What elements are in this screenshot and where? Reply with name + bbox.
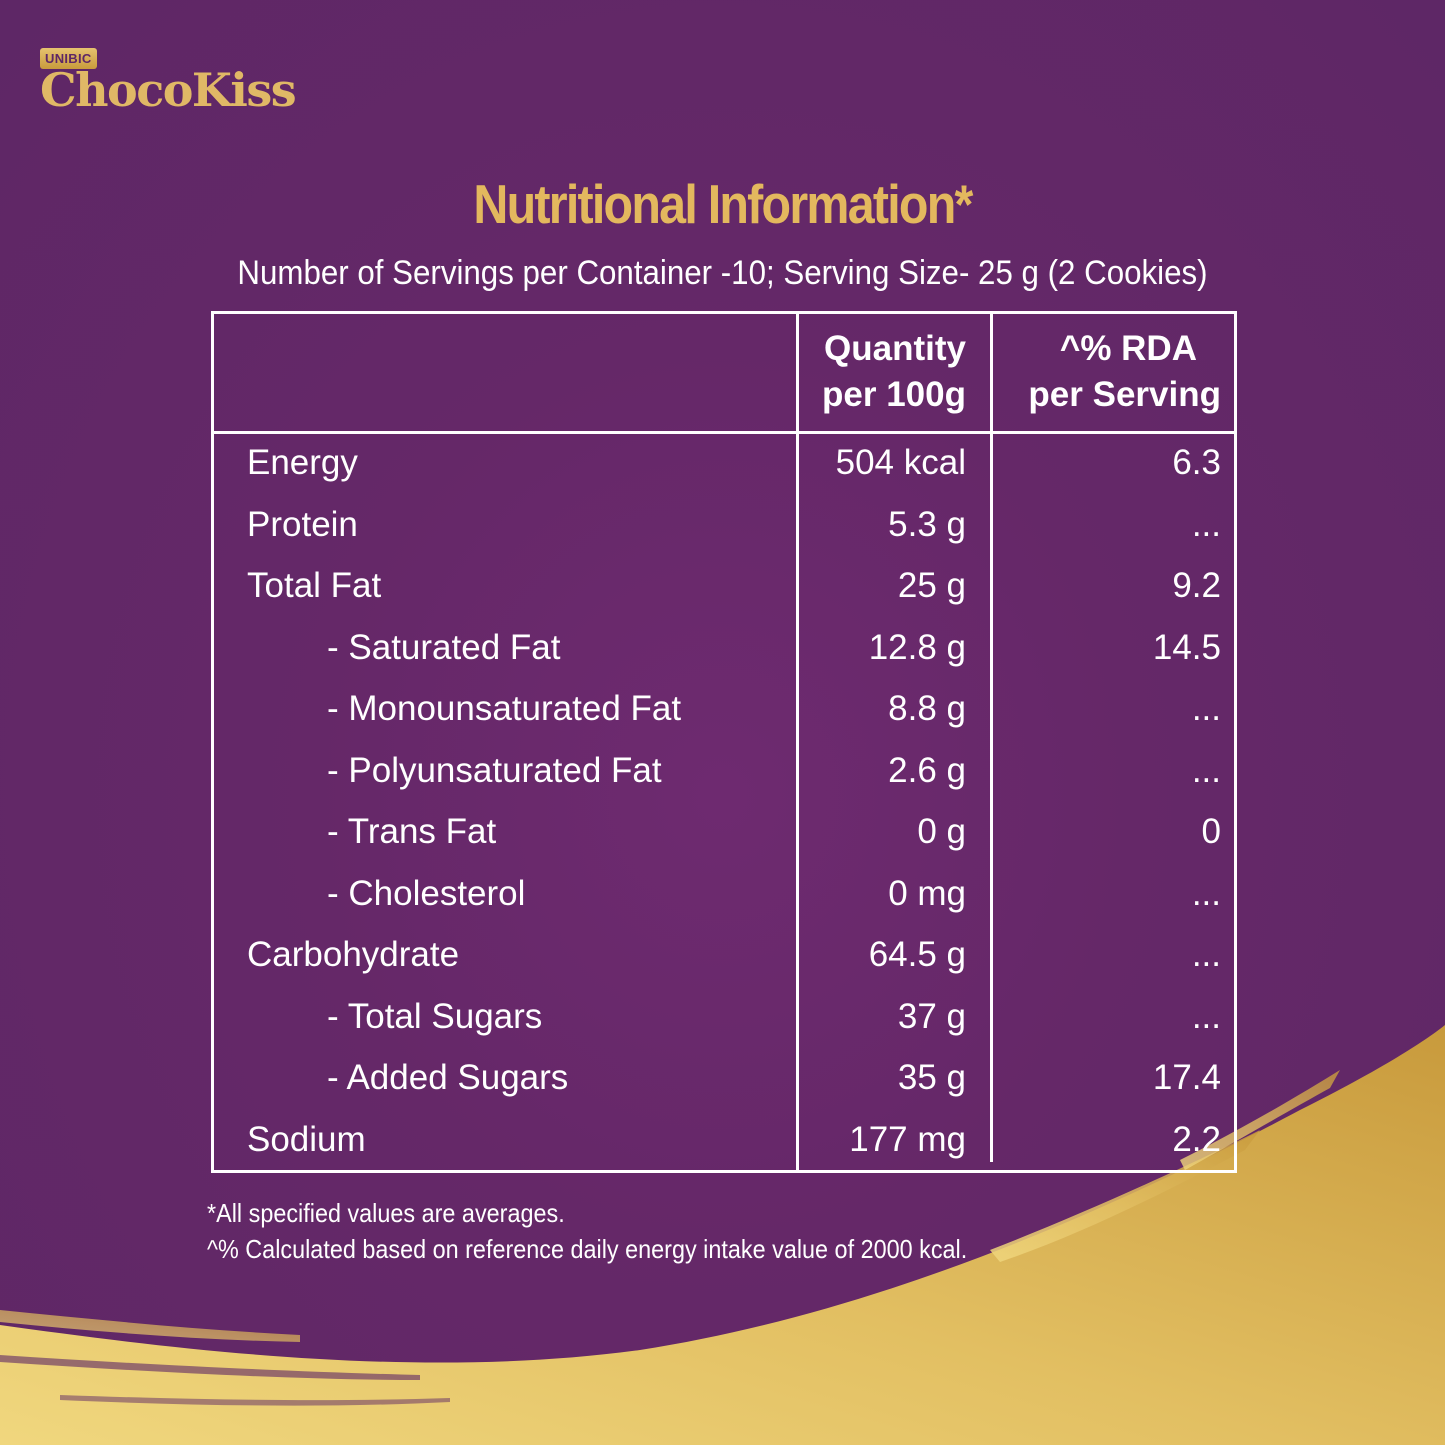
header-quantity-line1: Quantity xyxy=(824,329,966,368)
nutrient-quantity: 504 kcal xyxy=(835,443,966,482)
nutrient-rda: ... xyxy=(1191,996,1221,1036)
table-row: Sodium 177 mg 2.2 xyxy=(214,1109,1234,1171)
nutrient-quantity: 37 g xyxy=(897,996,966,1036)
table-row: - Total Sugars 37 g... xyxy=(214,986,1234,1048)
table-row: Total Fat 25 g 9.2 xyxy=(214,555,1234,617)
nutrient-rda: ... xyxy=(1191,935,1221,974)
nutrient-quantity: 8.8 g xyxy=(888,689,966,728)
table-row: Carbohydrate 64.5 g... xyxy=(214,924,1234,986)
nutrient-quantity: 0 mg xyxy=(888,873,966,913)
header-divider xyxy=(214,431,1234,434)
page-title: Nutritional Information* xyxy=(473,173,973,235)
header-rda-line1: ^% RDA xyxy=(1059,329,1197,368)
nutrient-name: Energy xyxy=(247,443,358,482)
serving-info: Number of Servings per Container -10; Se… xyxy=(237,254,1208,292)
nutrient-name: - Cholesterol xyxy=(327,873,526,913)
nutrient-quantity: 25 g xyxy=(897,566,966,605)
nutrient-rda: 0 xyxy=(1201,812,1221,851)
table-row: - Added Sugars 35 g 17.4 xyxy=(214,1047,1234,1109)
nutrient-name: Protein xyxy=(247,504,358,544)
nutrient-rda: 2.2 xyxy=(1172,1119,1221,1159)
nutrient-quantity: 5.3 g xyxy=(888,504,966,544)
table-row: - Monounsaturated Fat 8.8 g... xyxy=(214,678,1234,740)
brand-badge: UNIBIC xyxy=(40,48,97,69)
nutrient-name: - Polyunsaturated Fat xyxy=(327,750,662,790)
nutrient-rda: 6.3 xyxy=(1172,443,1221,482)
nutrient-quantity: 64.5 g xyxy=(868,935,966,974)
nutrient-rda: 9.2 xyxy=(1172,566,1221,605)
nutrient-name: Carbohydrate xyxy=(247,935,460,974)
nutrient-name: - Monounsaturated Fat xyxy=(327,689,682,728)
nutrient-name: - Saturated Fat xyxy=(327,627,561,667)
column-divider-1 xyxy=(796,314,799,1170)
nutrient-rda: ... xyxy=(1191,750,1221,790)
nutrition-table: Quantity per 100g ^% RDA per Serving Ene… xyxy=(211,311,1237,1173)
nutrient-name: - Trans Fat xyxy=(327,812,497,851)
brand-logo: UNIBIC ChocoKiss xyxy=(40,48,297,117)
table-row: Energy 504 kcal 6.3 xyxy=(214,432,1234,494)
header-quantity: Quantity per 100g xyxy=(822,326,966,418)
nutrient-rda: 17.4 xyxy=(1152,1058,1221,1097)
brand-name: ChocoKiss xyxy=(40,63,297,117)
nutrient-quantity: 12.8 g xyxy=(868,627,966,667)
nutrient-rda: ... xyxy=(1191,689,1221,728)
table-row: - Cholesterol 0 mg... xyxy=(214,863,1234,925)
nutrient-quantity: 2.6 g xyxy=(888,750,966,790)
nutrient-name: Sodium xyxy=(247,1119,366,1159)
nutrient-name: - Added Sugars xyxy=(327,1058,569,1097)
table-row: - Saturated Fat 12.8 g 14.5 xyxy=(214,617,1234,679)
header-quantity-line2: per 100g xyxy=(822,375,966,414)
nutrient-quantity: 177 mg xyxy=(849,1119,966,1159)
nutrient-rda: 14.5 xyxy=(1152,627,1221,667)
table-row: - Trans Fat 0 g 0 xyxy=(214,801,1234,863)
footnote-rda: ^% Calculated based on reference daily e… xyxy=(207,1234,968,1264)
nutrient-name: Total Fat xyxy=(247,566,382,605)
nutrient-quantity: 35 g xyxy=(897,1058,966,1097)
table-row: - Polyunsaturated Fat 2.6 g... xyxy=(214,740,1234,802)
nutrient-rda: ... xyxy=(1191,504,1221,544)
footnotes: *All specified values are averages. ^% C… xyxy=(207,1195,967,1267)
column-divider-2 xyxy=(990,314,993,1162)
header-rda-line2: per Serving xyxy=(1028,375,1221,414)
nutrient-name: - Total Sugars xyxy=(327,996,543,1036)
nutrient-quantity: 0 g xyxy=(917,812,966,851)
nutrient-rda: ... xyxy=(1191,873,1221,913)
header-rda: ^% RDA per Serving xyxy=(1028,326,1221,418)
footnote-averages: *All specified values are averages. xyxy=(207,1198,565,1228)
table-row: Protein 5.3 g... xyxy=(214,494,1234,556)
